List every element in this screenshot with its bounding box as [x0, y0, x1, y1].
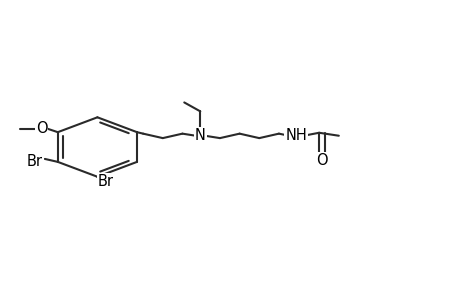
Text: NH: NH: [285, 128, 307, 143]
Text: N: N: [195, 128, 205, 143]
Text: Br: Br: [97, 174, 113, 189]
Text: O: O: [36, 121, 47, 136]
Text: Br: Br: [27, 154, 43, 169]
Text: O: O: [315, 154, 327, 169]
